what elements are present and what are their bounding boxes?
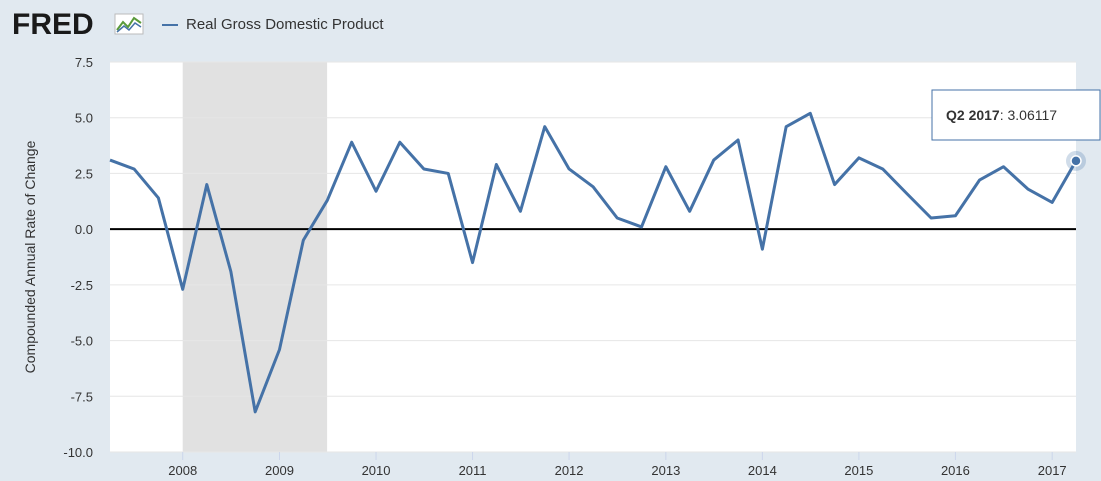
header: FRED Real Gross Domestic Product (12, 8, 612, 38)
data-point[interactable] (639, 224, 645, 230)
data-point[interactable] (349, 139, 355, 145)
data-point[interactable] (300, 237, 306, 243)
recession-shading (182, 62, 328, 452)
data-point[interactable] (590, 184, 596, 190)
y-tick-label: -5.0 (71, 334, 93, 349)
x-tick-label: 2011 (459, 463, 487, 478)
data-point[interactable] (1001, 164, 1007, 170)
tooltip-separator: : (1000, 107, 1008, 123)
data-point[interactable] (783, 124, 789, 130)
tooltip-period: Q2 2017 (946, 107, 1000, 123)
legend: Real Gross Domestic Product (162, 16, 384, 33)
y-tick-label: -2.5 (71, 278, 93, 293)
data-point[interactable] (155, 195, 161, 201)
hover-point[interactable] (1070, 155, 1082, 167)
data-point[interactable] (1049, 199, 1055, 205)
data-point[interactable] (445, 170, 451, 176)
data-point[interactable] (252, 409, 258, 415)
x-tick-label: 2017 (1038, 463, 1067, 478)
data-point[interactable] (228, 268, 234, 274)
tooltip: Q2 2017: 3.06117 (931, 89, 1101, 141)
fred-logo-text: FRED (12, 8, 94, 38)
data-point[interactable] (277, 346, 283, 352)
tooltip-box (931, 89, 1101, 141)
data-point[interactable] (204, 182, 210, 188)
x-tick-label: 2010 (362, 463, 391, 478)
data-point[interactable] (517, 208, 523, 214)
data-point[interactable] (928, 215, 934, 221)
x-tick-label: 2012 (555, 463, 584, 478)
y-tick-label: 5.0 (75, 111, 93, 126)
series-line[interactable] (109, 111, 1078, 414)
data-point[interactable] (614, 215, 620, 221)
x-tick-labels: 2008 2009 2010 2011 2012 2013 2014 2015 2016 2017 (168, 452, 1067, 478)
y-tick-label: 0.0 (75, 222, 93, 237)
recession-shading-layer (182, 62, 328, 452)
y-tick-labels: 7.5 5.0 2.5 0.0 -2.5 -5.0 -7.5 -10.0 (63, 55, 93, 460)
data-point[interactable] (470, 260, 476, 266)
data-point[interactable] (687, 208, 693, 214)
x-tick-label: 2008 (168, 463, 197, 478)
data-point[interactable] (807, 110, 813, 116)
data-point[interactable] (663, 164, 669, 170)
data-point[interactable] (976, 177, 982, 183)
legend-label[interactable]: Real Gross Domestic Product (186, 16, 384, 33)
data-point[interactable] (542, 124, 548, 130)
x-tick-label: 2009 (265, 463, 294, 478)
y-tick-label: -7.5 (71, 389, 93, 404)
data-point[interactable] (131, 166, 137, 172)
x-tick-label: 2015 (844, 463, 873, 478)
data-point[interactable] (421, 166, 427, 172)
data-point[interactable] (566, 166, 572, 172)
data-point[interactable] (856, 155, 862, 161)
data-point[interactable] (1025, 186, 1031, 192)
data-point[interactable] (759, 246, 765, 252)
legend-swatch (162, 23, 178, 26)
data-point[interactable] (880, 166, 886, 172)
data-point[interactable] (735, 137, 741, 143)
fred-chart-icon (114, 13, 144, 35)
data-point[interactable] (397, 139, 403, 145)
data-point[interactable] (373, 188, 379, 194)
data-point[interactable] (493, 162, 499, 168)
data-point[interactable] (107, 157, 113, 163)
y-tick-label: -10.0 (63, 445, 93, 460)
y-tick-label: 2.5 (75, 166, 93, 181)
data-point[interactable] (952, 213, 958, 219)
x-tick-label: 2014 (748, 463, 777, 478)
y-axis-label: Compounded Annual Rate of Change (22, 140, 38, 373)
x-tick-label: 2013 (651, 463, 680, 478)
data-point[interactable] (711, 157, 717, 163)
fred-logo[interactable]: FRED (12, 8, 152, 38)
data-point[interactable] (832, 182, 838, 188)
tooltip-text: Q2 2017: 3.06117 (946, 107, 1057, 123)
data-point[interactable] (180, 286, 186, 292)
tooltip-value: 3.06117 (1008, 107, 1058, 123)
data-point[interactable] (324, 197, 330, 203)
y-tick-label: 7.5 (75, 55, 93, 70)
x-tick-label: 2016 (941, 463, 970, 478)
data-point[interactable] (904, 190, 910, 196)
